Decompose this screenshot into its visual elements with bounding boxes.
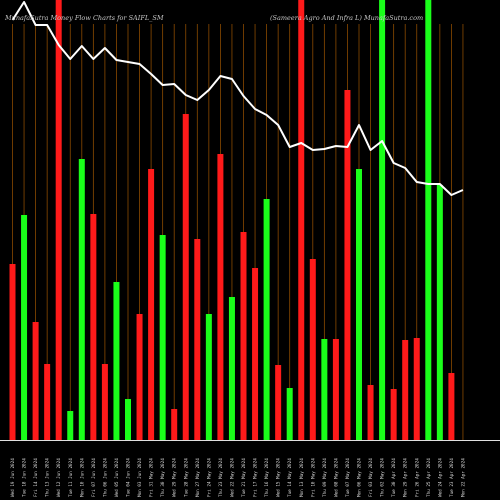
money-flow-bar — [78, 159, 85, 440]
x-tick-label: Thu 09 May 2024 — [322, 458, 328, 497]
money-flow-bar — [67, 411, 74, 440]
money-flow-bar — [344, 90, 351, 440]
x-tick-label: Mon 10 Jun 2024 — [79, 458, 85, 497]
x-tick-label: Thu 13 Jun 2024 — [45, 458, 51, 497]
money-flow-bar — [367, 385, 374, 440]
money-flow-bar — [332, 339, 339, 440]
x-tick-label: Thu 02 May 2024 — [380, 458, 386, 497]
money-flow-bar — [159, 235, 166, 440]
money-flow-bar — [286, 388, 293, 440]
x-tick-label: Wed 22 May 2024 — [229, 458, 235, 497]
x-tick-label: Tue 28 May 2024 — [183, 458, 189, 497]
x-tick-label: Wed 12 Jun 2024 — [56, 458, 62, 497]
money-flow-bar — [55, 0, 62, 440]
x-tick-label: Thu 06 Jun 2024 — [102, 458, 108, 497]
money-flow-bar — [148, 169, 155, 440]
x-tick-label: Thu 23 May 2024 — [218, 458, 224, 497]
money-flow-bar — [205, 314, 212, 440]
x-tick-label: Thu 16 May 2024 — [264, 458, 270, 497]
money-flow-bar — [32, 322, 39, 440]
money-flow-bar — [171, 409, 178, 440]
x-axis-tick-labels: Wed 19 Jun 2024 Tue 18 Jun 2024 Fri 14 Jun… — [10, 458, 466, 497]
price-line-group — [11, 1, 464, 196]
money-flow-bar — [240, 232, 247, 440]
money-flow-bar — [44, 364, 51, 440]
x-tick-label: Wed 05 Jun 2024 — [114, 458, 120, 497]
x-tick-label: Mon 27 May 2024 — [195, 458, 201, 497]
money-flow-bar — [125, 399, 131, 440]
x-tick-label: Tue 18 Jun 2024 — [22, 458, 28, 497]
x-tick-label: Tue 07 May 2024 — [345, 458, 351, 497]
x-tick-label: Fri 14 Jun 2024 — [33, 458, 39, 497]
money-flow-bar — [9, 264, 16, 440]
money-flow-bar — [356, 169, 362, 440]
money-flow-bar — [113, 282, 120, 440]
x-tick-label: Thu 25 Apr 2024 — [426, 458, 432, 497]
x-tick-label: Fri 17 May 2024 — [253, 458, 259, 497]
x-tick-label: Wed 08 May 2024 — [333, 458, 339, 497]
money-flow-bar — [448, 373, 455, 440]
x-tick-label: Fri 31 May 2024 — [149, 458, 155, 497]
money-flow-bar — [402, 340, 409, 440]
x-tick-label: Fri 07 Jun 2024 — [91, 458, 97, 497]
x-tick-label: Tue 14 May 2024 — [287, 458, 293, 497]
money-flow-bar — [136, 314, 143, 440]
x-tick-label: Tue 11 Jun 2024 — [68, 458, 74, 497]
money-flow-bar — [263, 199, 270, 440]
money-flow-bar — [298, 0, 305, 440]
chart-title-left: MunafaSutra Money Flow Charts for SAIFL_… — [4, 14, 164, 22]
x-tick-label: Tue 30 Apr 2024 — [391, 458, 397, 497]
x-tick-label: Mon 22 Apr 2024 — [460, 458, 466, 497]
x-tick-label: Mon 29 Apr 2024 — [403, 458, 409, 497]
money-flow-bar — [436, 185, 443, 440]
money-flow-bar — [90, 214, 97, 440]
money-flow-bar — [21, 215, 28, 440]
x-tick-label: Fri 26 Apr 2024 — [414, 458, 420, 497]
x-tick-label: Mon 06 May 2024 — [357, 458, 363, 497]
money-flow-bar — [413, 338, 420, 440]
money-flow-bar — [275, 365, 282, 440]
x-tick-label: Tue 21 May 2024 — [241, 458, 247, 497]
money-flow-bar — [379, 0, 386, 440]
money-flow-bar — [321, 339, 328, 440]
money-flow-bar — [309, 259, 316, 440]
chart-title-right: (Sameera Agro And Infra L) MunafaSutra.c… — [270, 14, 423, 22]
x-tick-label: Mon 03 Jun 2024 — [137, 458, 143, 497]
x-tick-label: Mon 13 May 2024 — [299, 458, 305, 497]
x-tick-label: Wed 29 May 2024 — [172, 458, 178, 497]
x-tick-label: Thu 30 May 2024 — [160, 458, 166, 497]
money-flow-bar — [194, 239, 201, 440]
x-tick-label: Tue 23 Apr 2024 — [449, 458, 455, 497]
x-tick-label: Wed 19 Jun 2024 — [10, 458, 16, 497]
x-tick-label: Wed 15 May 2024 — [276, 458, 282, 497]
price-line — [11, 1, 464, 196]
x-tick-label: Fri 03 May 2024 — [368, 458, 374, 497]
x-tick-label: Tue 04 Jun 2024 — [126, 458, 132, 497]
money-flow-bar — [182, 114, 189, 440]
x-tick-label: Wed 24 Apr 2024 — [437, 458, 443, 497]
money-flow-bar — [252, 268, 259, 440]
money-flow-bar — [228, 297, 235, 440]
money-flow-bar — [425, 0, 432, 440]
x-tick-label: Fri 24 May 2024 — [206, 458, 212, 497]
money-flow-bar — [101, 364, 108, 440]
x-tick-label: Fri 10 May 2024 — [310, 458, 316, 497]
money-flow-bar — [390, 389, 397, 440]
money-flow-bars — [9, 0, 455, 440]
money-flow-bar — [217, 154, 224, 440]
